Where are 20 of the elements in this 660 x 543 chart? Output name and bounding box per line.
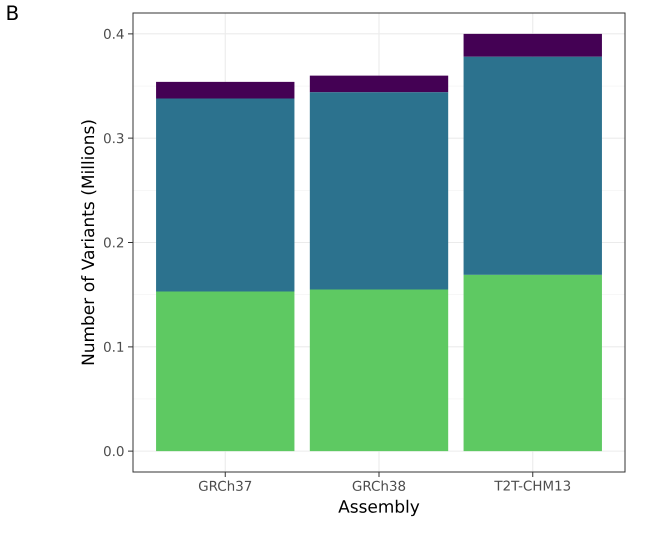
bar xyxy=(464,34,602,57)
bar xyxy=(156,82,294,99)
bar xyxy=(464,56,602,275)
x-axis-title: Assembly xyxy=(338,500,420,516)
text: B xyxy=(7,6,18,20)
bar xyxy=(310,76,448,92)
y-tick-label: 0.2 xyxy=(104,237,124,248)
y-tick-label: 0.1 xyxy=(104,342,124,352)
x-tick-label: GRCh37 xyxy=(198,480,252,491)
x-tick-label: GRCh38 xyxy=(352,480,406,491)
bar xyxy=(156,98,294,292)
bar xyxy=(310,92,448,290)
y-tick-label: 0.3 xyxy=(104,133,124,144)
y-tick-label: 0.0 xyxy=(104,446,124,456)
x-tick-label: T2T-CHM13 xyxy=(494,480,570,491)
bar xyxy=(464,274,602,452)
bar xyxy=(156,292,294,452)
bar xyxy=(310,289,448,452)
y-tick-label: 0.4 xyxy=(104,28,124,39)
y-axis-title: Number of Variants (Millions) xyxy=(81,120,96,364)
